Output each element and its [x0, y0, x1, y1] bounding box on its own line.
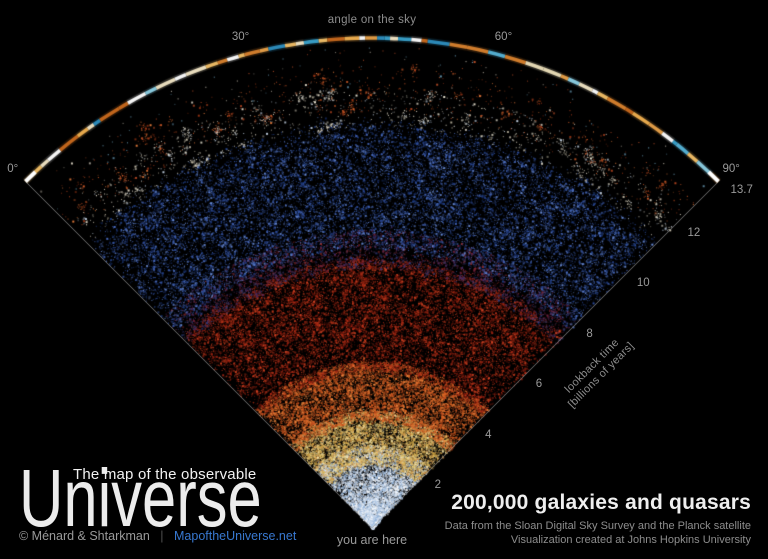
credit-text: © Ménard & Shtarkman: [19, 529, 150, 543]
lookback-tick-2: 2: [434, 479, 441, 492]
stats-block: 200,000 galaxies and quasars Data from t…: [445, 491, 751, 546]
stats-attribution-line: Visualization created at Johns Hopkins U…: [510, 534, 751, 546]
page-subtitle: The map of the observable: [73, 466, 257, 483]
website-link[interactable]: MapoftheUniverse.net: [174, 529, 297, 543]
lookback-tick-8: 8: [586, 327, 593, 340]
stats-source-line: Data from the Sloan Digital Sky Survey a…: [444, 520, 751, 532]
credit-separator: |: [160, 529, 164, 543]
lookback-tick-12: 12: [687, 226, 701, 239]
page-title: Universe: [19, 453, 262, 544]
angle-tick-90: 90°: [722, 162, 740, 175]
lookback-tick-4: 4: [485, 428, 492, 441]
origin-label: you are here: [336, 533, 408, 547]
angle-axis-label: angle on the sky: [327, 14, 417, 26]
lookback-tick-10: 10: [636, 277, 650, 290]
angle-tick-60: 60°: [494, 31, 513, 44]
lookback-tick-6: 6: [535, 378, 543, 391]
angle-tick-30: 30°: [231, 31, 250, 44]
lookback-tick-13.7: 13.7: [730, 183, 753, 196]
stats-headline: 200,000 galaxies and quasars: [451, 491, 751, 514]
angle-tick-0: 0°: [7, 162, 19, 175]
credit-row: © Ménard & Shtarkman | MapoftheUniverse.…: [19, 529, 296, 543]
